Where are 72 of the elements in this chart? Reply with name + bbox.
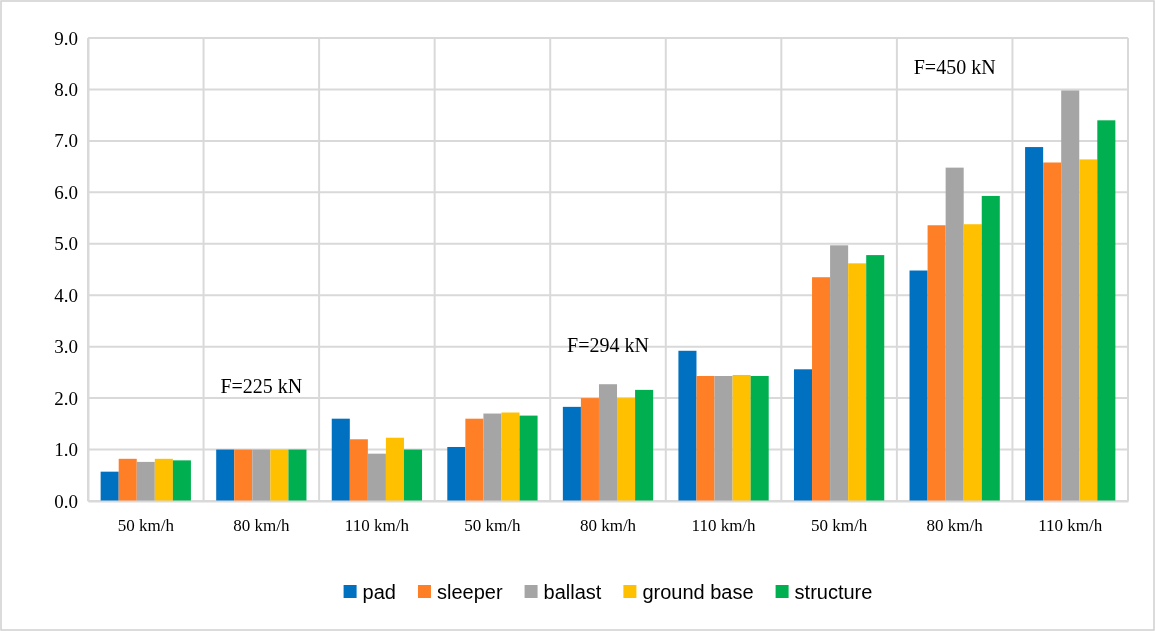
bar xyxy=(678,350,697,501)
bar xyxy=(963,224,982,501)
x-tick-label: 110 km/h xyxy=(691,516,757,536)
bar xyxy=(909,270,928,501)
y-tick-label: 5.0 xyxy=(54,233,78,255)
x-tick-label: 110 km/h xyxy=(1038,516,1103,536)
bar xyxy=(927,225,946,501)
x-tick-label: 110 km/h xyxy=(344,516,410,536)
y-tick-label: 7.0 xyxy=(54,130,78,152)
annotation: F=450 kN xyxy=(913,56,996,79)
bar xyxy=(1097,120,1116,501)
x-tick-label: 80 km/h xyxy=(926,516,984,536)
bar xyxy=(598,384,618,501)
bar xyxy=(216,449,235,501)
bar xyxy=(580,398,599,501)
bar xyxy=(465,418,484,501)
bar xyxy=(349,439,368,501)
annotation: F=294 kN xyxy=(567,333,649,356)
y-tick-label: 1.0 xyxy=(54,439,78,461)
y-tick-label: 3.0 xyxy=(54,336,78,358)
legend-label: ground base xyxy=(642,581,754,603)
bar xyxy=(1061,90,1080,501)
bar xyxy=(750,375,769,501)
legend-label: pad xyxy=(362,581,396,603)
y-tick-label: 9.0 xyxy=(54,27,78,49)
annotation: F=225 kN xyxy=(220,374,303,397)
x-tick-label: 50 km/h xyxy=(811,516,868,536)
y-tick-label: 8.0 xyxy=(54,79,78,101)
legend-label: structure xyxy=(794,581,873,603)
bar xyxy=(945,167,964,501)
bar xyxy=(830,245,849,501)
y-tick-label: 2.0 xyxy=(54,387,78,409)
bar xyxy=(288,449,307,501)
bar xyxy=(981,195,1000,501)
bar xyxy=(562,406,581,501)
bar xyxy=(447,446,466,501)
bar xyxy=(848,263,867,501)
bar xyxy=(172,460,191,501)
bar xyxy=(100,471,119,501)
bar xyxy=(793,369,813,501)
bar xyxy=(501,412,520,501)
bar xyxy=(519,415,538,501)
bar xyxy=(385,437,404,501)
y-tick-label: 0.0 xyxy=(54,490,78,512)
bar xyxy=(617,398,636,501)
bar xyxy=(635,389,654,501)
x-tick-label: 50 km/h xyxy=(464,516,522,536)
bar xyxy=(136,461,155,501)
bar xyxy=(118,458,137,501)
bar xyxy=(483,413,502,501)
bar xyxy=(331,418,350,501)
legend-label: sleeper xyxy=(436,581,503,603)
bar xyxy=(696,375,715,501)
bar xyxy=(403,449,423,501)
x-tick-label: 80 km/h xyxy=(233,516,290,536)
bar xyxy=(252,449,271,501)
y-tick-label: 4.0 xyxy=(54,284,78,306)
bar xyxy=(367,453,386,501)
legend-label: ballast xyxy=(543,581,602,603)
bar xyxy=(812,277,831,501)
bar xyxy=(1025,147,1044,501)
x-tick-label: 80 km/h xyxy=(579,516,637,536)
bar xyxy=(714,375,733,501)
bar xyxy=(234,449,253,501)
y-tick-label: 6.0 xyxy=(54,181,78,203)
bar xyxy=(270,449,289,501)
bar xyxy=(1079,159,1098,501)
bar xyxy=(732,374,751,501)
bar xyxy=(154,458,173,501)
bar xyxy=(866,255,885,501)
x-tick-label: 50 km/h xyxy=(117,516,175,536)
bar xyxy=(1043,162,1062,501)
